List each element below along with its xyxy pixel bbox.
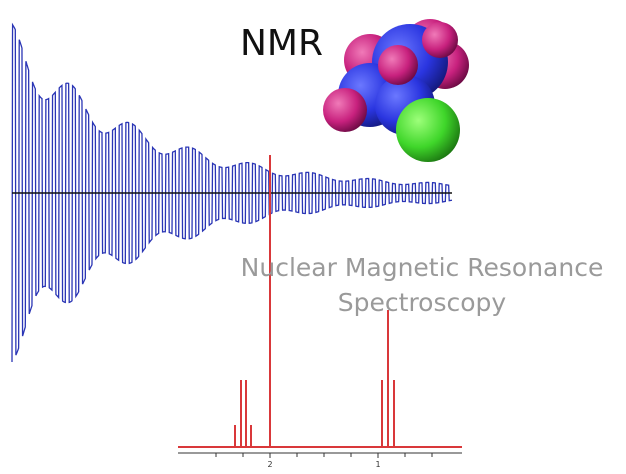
caption-line: Spectroscopy [338, 288, 507, 317]
title: NMR [240, 23, 323, 64]
axis-label: 1 [375, 460, 380, 469]
illustration: NMR 2 1 Nuclear Magnetic Resonance Spect… [0, 0, 626, 474]
axis-label: 2 [267, 460, 272, 469]
caption-line: Nuclear Magnetic Resonance [241, 253, 604, 282]
molecule [323, 19, 469, 162]
spectrum-axis [178, 453, 462, 458]
